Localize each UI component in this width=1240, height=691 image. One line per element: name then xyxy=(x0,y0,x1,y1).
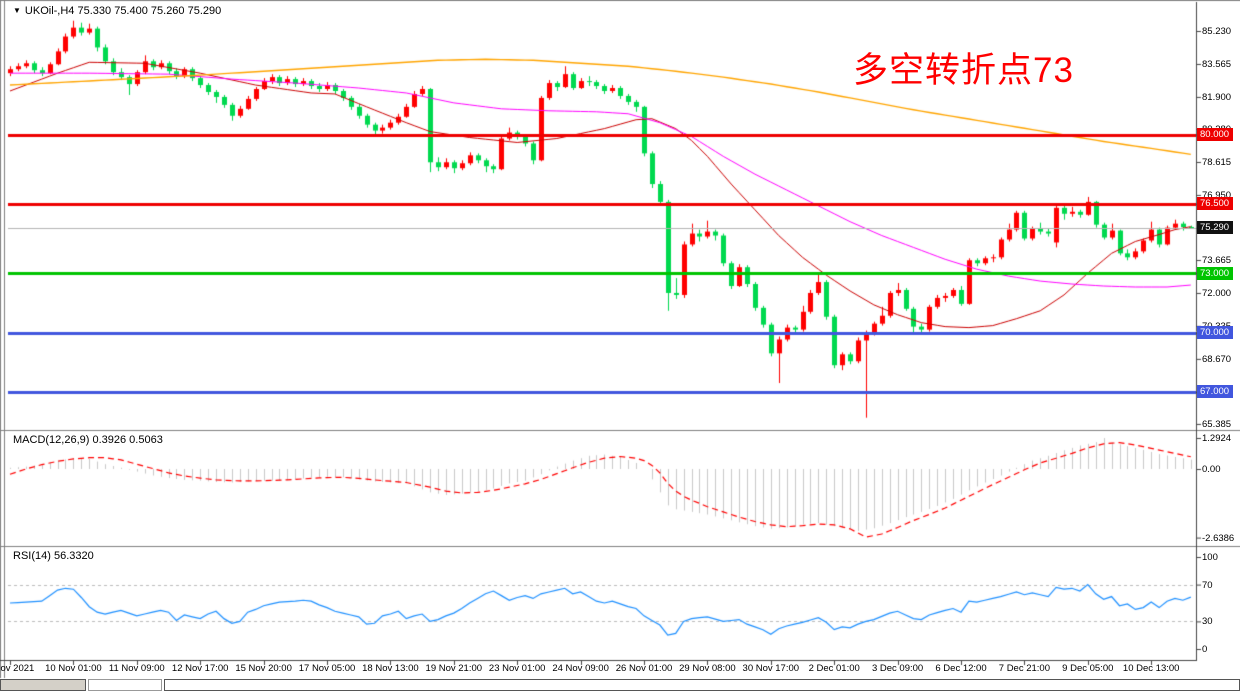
bottom-scrollbar-cell[interactable] xyxy=(88,679,162,691)
bottom-scrollbar[interactable] xyxy=(0,679,1240,691)
macd-info-bar: MACD(12,26,9) 0.3926 0.5063 xyxy=(13,434,163,446)
chart-annotation-text[interactable]: 多空转折点73 xyxy=(853,51,1074,90)
symbol-ohlc-values: 75.330 75.400 75.260 75.290 xyxy=(77,5,222,17)
symbol-title: UKOil-,H4 xyxy=(24,5,75,17)
bottom-scrollbar-track[interactable] xyxy=(164,679,1240,691)
macd-values: 0.3926 0.5063 xyxy=(92,434,163,446)
bottom-scrollbar-thumb[interactable] xyxy=(0,679,86,691)
macd-label: MACD(12,26,9) xyxy=(13,434,90,446)
chevron-down-icon[interactable]: ▼ xyxy=(13,6,21,15)
rsi-value: 56.3320 xyxy=(53,550,94,562)
rsi-label: RSI(14) xyxy=(13,550,51,562)
symbol-info-bar: ▼ UKOil-,H4 75.330 75.400 75.260 75.290 xyxy=(13,5,221,17)
rsi-info-bar: RSI(14) 56.3320 xyxy=(13,550,94,562)
